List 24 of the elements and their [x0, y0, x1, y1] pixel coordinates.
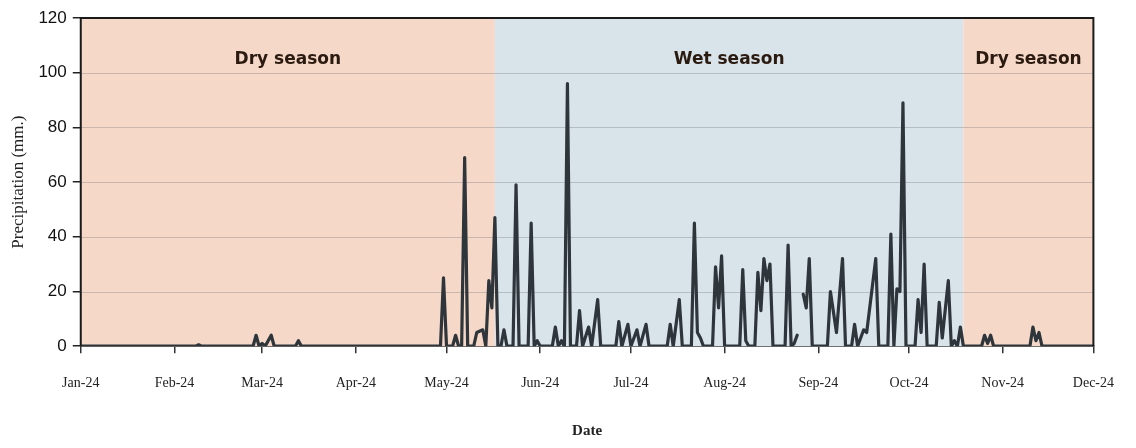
- x-tick-label: Feb-24: [154, 375, 195, 391]
- y-axis-title: Precipitation (mm.): [7, 115, 27, 249]
- x-tick-label: May-24: [424, 375, 469, 391]
- y-tick-label: 60: [47, 171, 67, 191]
- x-tick-label: Jan-24: [62, 375, 100, 391]
- x-tick-label: Oct-24: [889, 375, 929, 391]
- x-tick-label: Dec-24: [1072, 375, 1114, 391]
- x-tick-label: Jun-24: [521, 375, 560, 391]
- band-label: Dry season: [975, 48, 1082, 69]
- y-tick-label: 40: [47, 226, 67, 246]
- y-tick-label: 80: [47, 117, 67, 137]
- y-tick-label: 0: [57, 335, 67, 355]
- x-tick-label: Sep-24: [798, 375, 839, 391]
- x-tick-label: Nov-24: [981, 375, 1025, 391]
- x-tick-label: Aug-24: [703, 375, 747, 391]
- y-tick-label: 120: [38, 7, 67, 27]
- band-label: Dry season: [234, 48, 342, 69]
- y-tick-label: 100: [38, 62, 67, 82]
- band-label: Wet season: [673, 48, 785, 69]
- y-tick-label: 20: [47, 281, 67, 301]
- x-axis-title: Date: [572, 421, 603, 438]
- x-tick-label: Mar-24: [241, 375, 283, 391]
- x-tick-label: Jul-24: [613, 375, 649, 391]
- x-tick-label: Apr-24: [335, 375, 376, 391]
